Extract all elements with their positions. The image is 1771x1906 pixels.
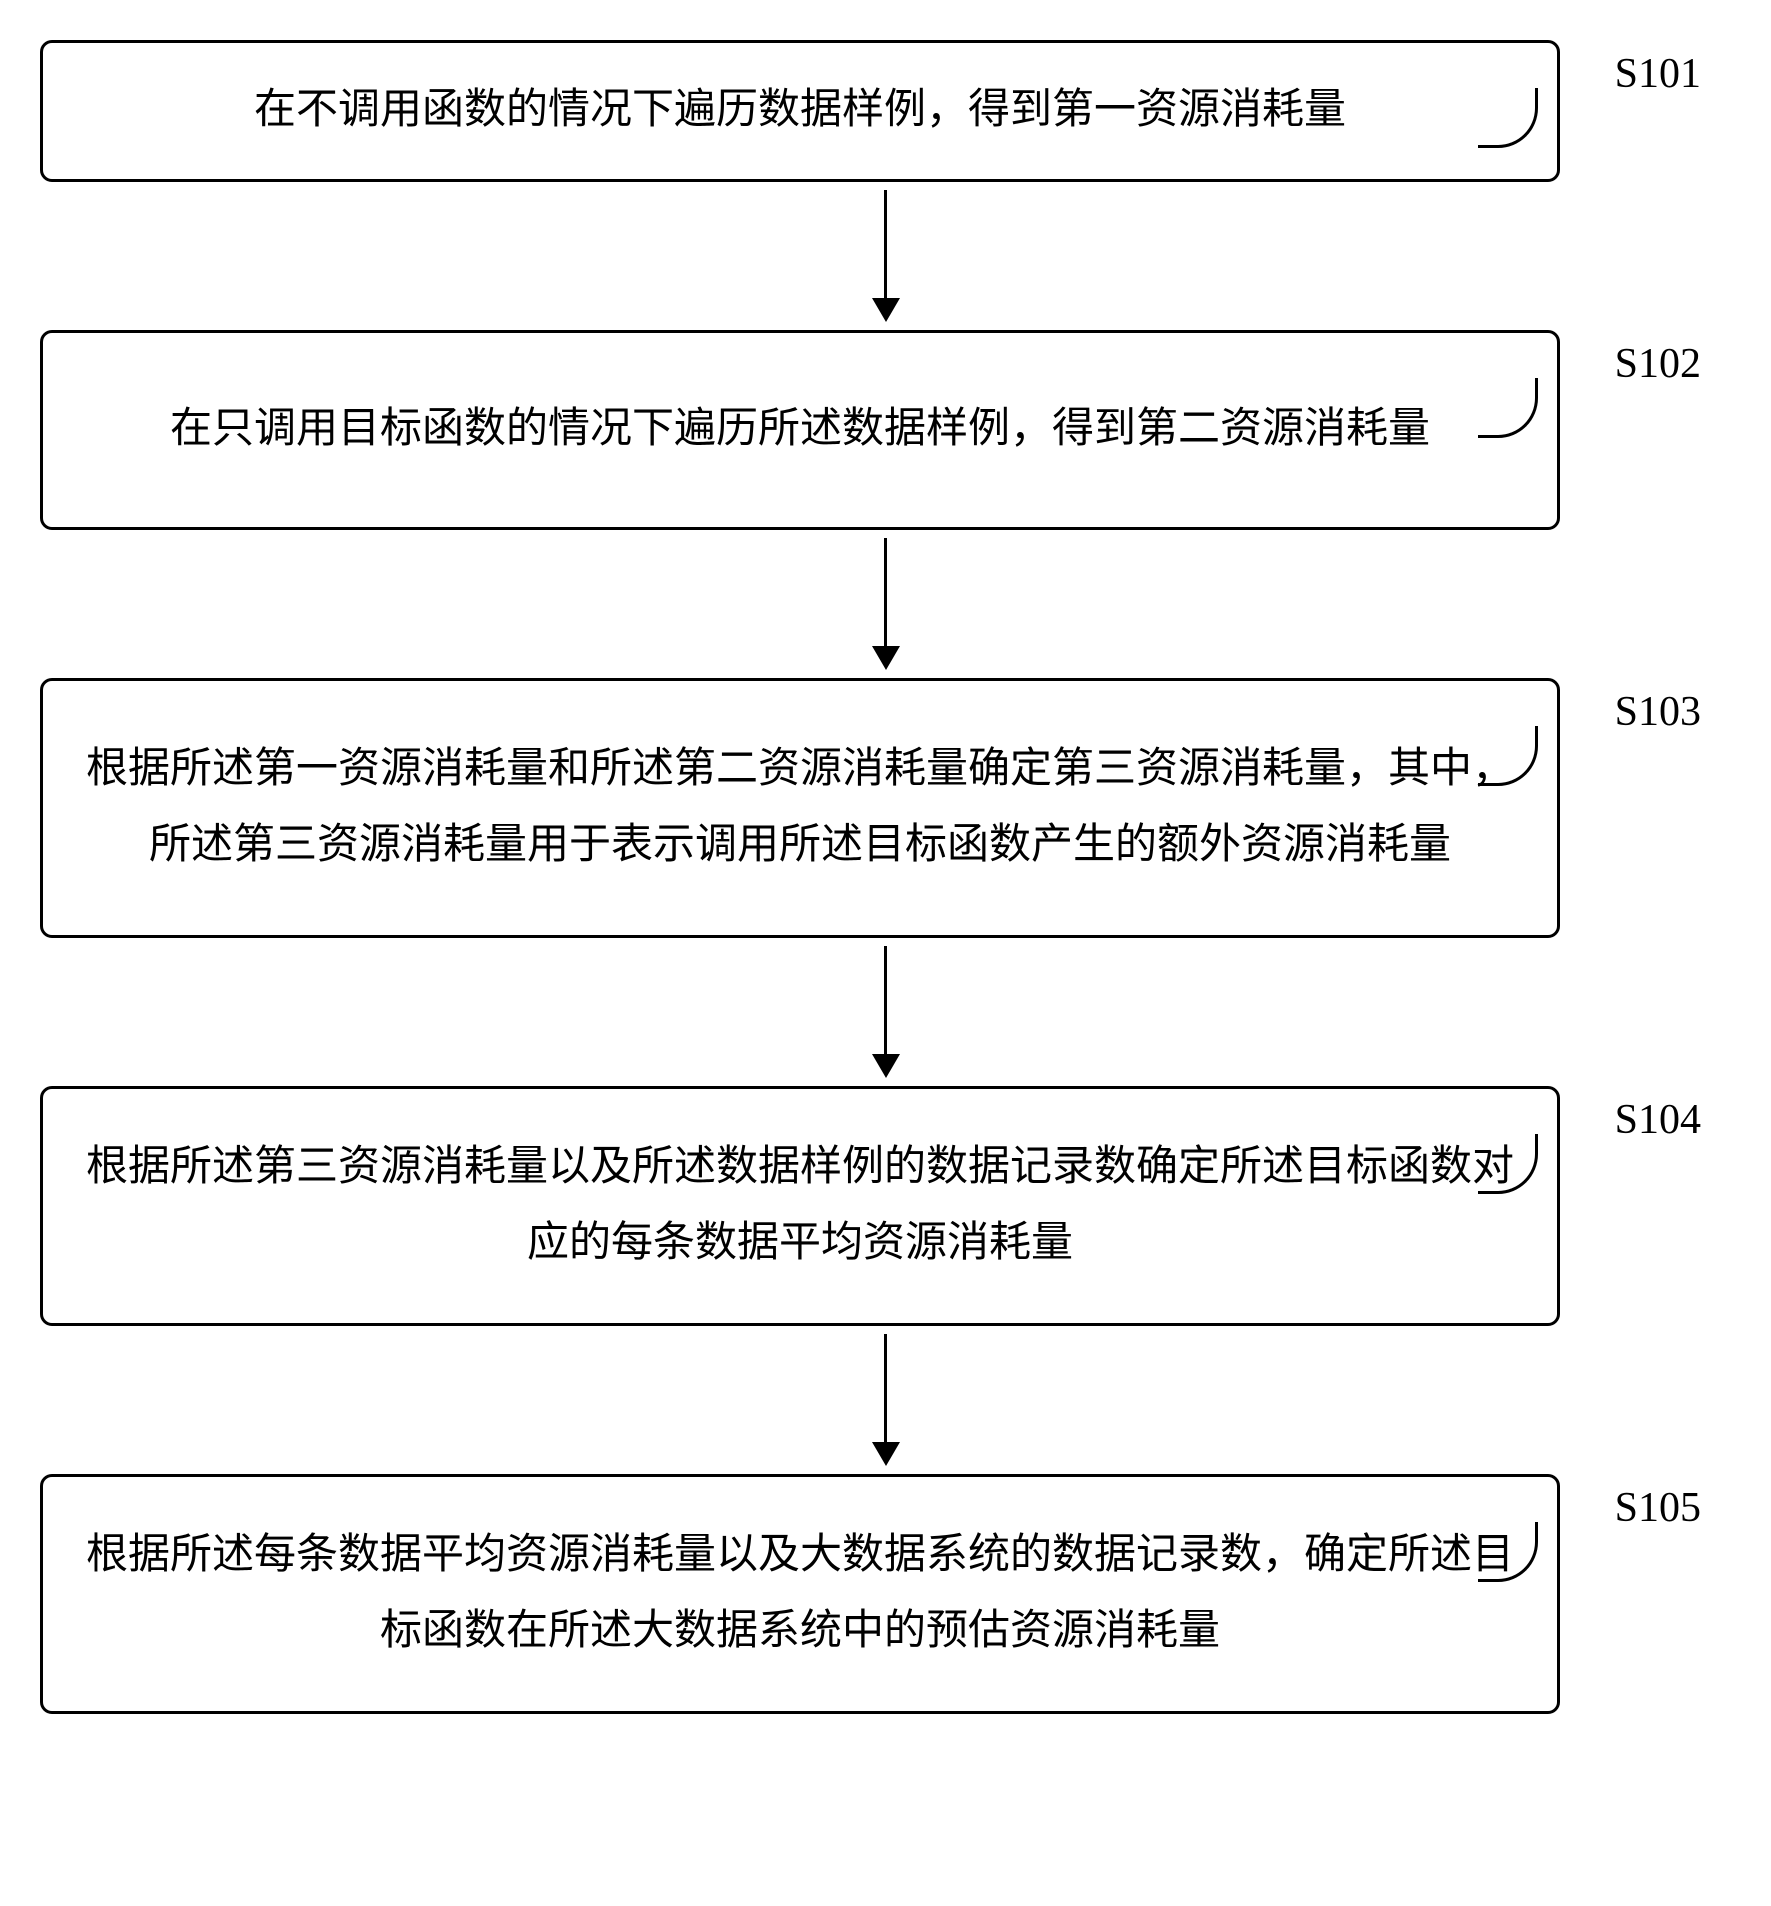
- step-text: 在不调用函数的情况下遍历数据样例，得到第一资源消耗量: [254, 73, 1346, 149]
- arrow-line: [884, 538, 887, 648]
- arrow-head-icon: [872, 298, 900, 322]
- arrow-1-2: [872, 190, 900, 322]
- arrow-4-5: [872, 1334, 900, 1466]
- arrow-head-icon: [872, 1054, 900, 1078]
- step-wrapper-s105: 根据所述每条数据平均资源消耗量以及大数据系统的数据记录数，确定所述目标函数在所述…: [40, 1474, 1731, 1714]
- step-box-s104: 根据所述第三资源消耗量以及所述数据样例的数据记录数确定所述目标函数对应的每条数据…: [40, 1086, 1560, 1326]
- flowchart-container: 在不调用函数的情况下遍历数据样例，得到第一资源消耗量 S101 在只调用目标函数…: [40, 40, 1731, 1714]
- arrow-head-icon: [872, 1442, 900, 1466]
- arrow-line: [884, 1334, 887, 1444]
- arrow-2-3: [872, 538, 900, 670]
- step-text: 根据所述每条数据平均资源消耗量以及大数据系统的数据记录数，确定所述目标函数在所述…: [83, 1518, 1517, 1669]
- step-wrapper-s103: 根据所述第一资源消耗量和所述第二资源消耗量确定第三资源消耗量，其中，所述第三资源…: [40, 678, 1731, 938]
- step-label-s103: S103: [1615, 688, 1701, 736]
- step-box-s105: 根据所述每条数据平均资源消耗量以及大数据系统的数据记录数，确定所述目标函数在所述…: [40, 1474, 1560, 1714]
- step-label-s105: S105: [1615, 1484, 1701, 1532]
- step-box-s101: 在不调用函数的情况下遍历数据样例，得到第一资源消耗量: [40, 40, 1560, 182]
- step-wrapper-s101: 在不调用函数的情况下遍历数据样例，得到第一资源消耗量 S101: [40, 40, 1731, 182]
- step-text: 在只调用目标函数的情况下遍历所述数据样例，得到第二资源消耗量: [170, 392, 1430, 468]
- step-label-s101: S101: [1615, 50, 1701, 98]
- arrow-line: [884, 946, 887, 1056]
- step-wrapper-s104: 根据所述第三资源消耗量以及所述数据样例的数据记录数确定所述目标函数对应的每条数据…: [40, 1086, 1731, 1326]
- arrow-head-icon: [872, 646, 900, 670]
- step-text: 根据所述第三资源消耗量以及所述数据样例的数据记录数确定所述目标函数对应的每条数据…: [83, 1130, 1517, 1281]
- arrow-line: [884, 190, 887, 300]
- arrow-3-4: [872, 946, 900, 1078]
- step-box-s103: 根据所述第一资源消耗量和所述第二资源消耗量确定第三资源消耗量，其中，所述第三资源…: [40, 678, 1560, 938]
- step-label-s104: S104: [1615, 1096, 1701, 1144]
- step-wrapper-s102: 在只调用目标函数的情况下遍历所述数据样例，得到第二资源消耗量 S102: [40, 330, 1731, 530]
- step-label-s102: S102: [1615, 340, 1701, 388]
- step-text: 根据所述第一资源消耗量和所述第二资源消耗量确定第三资源消耗量，其中，所述第三资源…: [83, 732, 1517, 883]
- step-box-s102: 在只调用目标函数的情况下遍历所述数据样例，得到第二资源消耗量: [40, 330, 1560, 530]
